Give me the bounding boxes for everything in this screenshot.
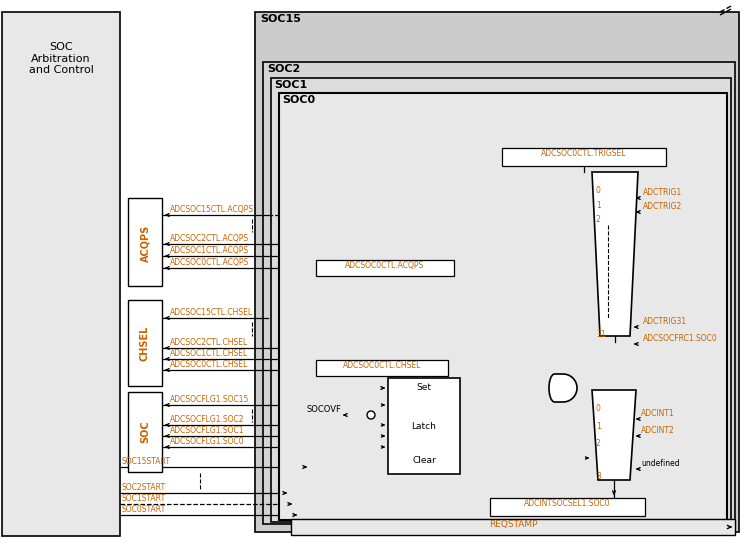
Text: REQSTAMP: REQSTAMP bbox=[488, 520, 537, 529]
Bar bbox=[271, 78, 731, 522]
Text: ADCSOC0CTL.ACQPS: ADCSOC0CTL.ACQPS bbox=[346, 261, 425, 270]
Text: ADCTRIG2: ADCTRIG2 bbox=[643, 202, 682, 211]
Text: ADCSOC1CTL.ACQPS: ADCSOC1CTL.ACQPS bbox=[170, 246, 249, 255]
Text: SOC2START: SOC2START bbox=[122, 483, 166, 492]
Text: 1: 1 bbox=[596, 201, 601, 210]
Polygon shape bbox=[549, 374, 577, 402]
Text: SOCOVF: SOCOVF bbox=[306, 405, 341, 414]
Text: ADCSOCFRC1.SOC0: ADCSOCFRC1.SOC0 bbox=[643, 334, 718, 343]
Text: ADCSOC15CTL.ACQPS: ADCSOC15CTL.ACQPS bbox=[170, 205, 254, 214]
Bar bbox=[291, 519, 735, 535]
Text: ADCSOC0CTL.CHSEL: ADCSOC0CTL.CHSEL bbox=[343, 361, 421, 370]
Text: 31: 31 bbox=[596, 330, 606, 339]
Text: ADCSOCFLG1.SOC1: ADCSOCFLG1.SOC1 bbox=[170, 426, 245, 435]
Text: SOC
Arbitration
and Control: SOC Arbitration and Control bbox=[28, 42, 94, 75]
Text: ADCSOCFLG1.SOC0: ADCSOCFLG1.SOC0 bbox=[170, 437, 245, 446]
Text: ADCSOC0CTL.ACQPS: ADCSOC0CTL.ACQPS bbox=[170, 258, 249, 267]
Bar bbox=[128, 198, 162, 286]
Text: ADCSOC15CTL.CHSEL: ADCSOC15CTL.CHSEL bbox=[170, 308, 253, 317]
Text: SOC0: SOC0 bbox=[282, 95, 315, 105]
Text: SOC15START: SOC15START bbox=[122, 457, 171, 466]
Text: CHSEL: CHSEL bbox=[140, 325, 150, 361]
Text: 3: 3 bbox=[596, 472, 601, 481]
Text: 2: 2 bbox=[596, 215, 601, 224]
Text: ADCINTSOCSEL1.SOC0: ADCINTSOCSEL1.SOC0 bbox=[524, 499, 610, 508]
Text: SOC1START: SOC1START bbox=[122, 494, 166, 503]
Text: Latch: Latch bbox=[411, 422, 436, 431]
Text: ADCINT1: ADCINT1 bbox=[641, 409, 675, 418]
Polygon shape bbox=[592, 390, 636, 480]
Text: ADCTRIG1: ADCTRIG1 bbox=[643, 188, 682, 197]
Text: ADCSOCFLG1.SOC2: ADCSOCFLG1.SOC2 bbox=[170, 415, 245, 424]
Bar bbox=[502, 148, 666, 166]
Text: ADCTRIG31: ADCTRIG31 bbox=[643, 317, 687, 326]
Text: ACQPS: ACQPS bbox=[140, 224, 150, 262]
Text: SOC: SOC bbox=[140, 420, 150, 443]
Text: SOC0START: SOC0START bbox=[122, 505, 166, 514]
Text: undefined: undefined bbox=[641, 459, 680, 468]
Text: SOC1: SOC1 bbox=[274, 80, 307, 90]
Bar bbox=[388, 378, 460, 474]
Circle shape bbox=[367, 411, 375, 419]
Text: ADCSOC0CTL.CHSEL: ADCSOC0CTL.CHSEL bbox=[170, 360, 248, 369]
Text: 0: 0 bbox=[596, 404, 601, 413]
Bar bbox=[128, 300, 162, 386]
Text: 1: 1 bbox=[596, 422, 601, 431]
Bar bbox=[316, 360, 448, 376]
Text: 0: 0 bbox=[596, 186, 601, 195]
Text: ADCSOC1CTL.CHSEL: ADCSOC1CTL.CHSEL bbox=[170, 349, 248, 358]
Text: Clear: Clear bbox=[412, 456, 436, 465]
Text: ADCSOC2CTL.ACQPS: ADCSOC2CTL.ACQPS bbox=[170, 234, 249, 243]
Text: 2: 2 bbox=[596, 439, 601, 448]
Text: Set: Set bbox=[417, 383, 432, 392]
Text: SOC15: SOC15 bbox=[260, 14, 301, 24]
Text: ADCINT2: ADCINT2 bbox=[641, 426, 675, 435]
Text: SOC2: SOC2 bbox=[267, 64, 300, 74]
Bar bbox=[279, 93, 727, 520]
Text: ADCSOCFLG1.SOC15: ADCSOCFLG1.SOC15 bbox=[170, 395, 249, 404]
Bar bbox=[2, 12, 120, 536]
Text: ADCSOC2CTL.CHSEL: ADCSOC2CTL.CHSEL bbox=[170, 338, 248, 347]
Bar bbox=[263, 62, 735, 524]
Bar bbox=[316, 260, 454, 276]
Bar bbox=[255, 12, 739, 532]
Polygon shape bbox=[592, 172, 638, 336]
Text: ADCSOC0CTL.TRIGSEL: ADCSOC0CTL.TRIGSEL bbox=[542, 149, 627, 158]
Bar bbox=[490, 498, 645, 516]
Bar bbox=[128, 392, 162, 472]
